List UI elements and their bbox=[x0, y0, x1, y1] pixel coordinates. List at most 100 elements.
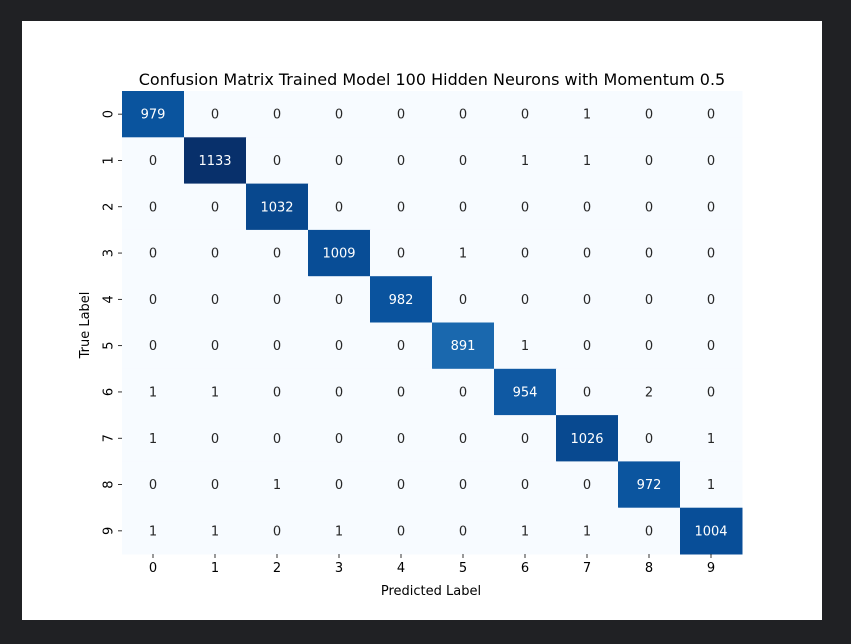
heatmap-cell bbox=[308, 415, 371, 462]
heatmap-cell bbox=[370, 461, 433, 509]
cell-value-label: 1 bbox=[707, 478, 715, 493]
cell-value-label: 0 bbox=[397, 154, 405, 169]
heatmap-cell bbox=[432, 507, 495, 555]
x-tick-label: 2 bbox=[273, 561, 281, 576]
cell-value-label: 0 bbox=[335, 385, 343, 400]
heatmap-cell bbox=[308, 183, 371, 231]
heatmap-cell bbox=[122, 229, 185, 277]
cell-value-label: 0 bbox=[521, 478, 529, 493]
y-tick-label: 1 bbox=[102, 156, 117, 164]
cell-value-label: 0 bbox=[211, 200, 219, 215]
x-axis-label: Predicted Label bbox=[381, 584, 481, 599]
cell-value-label: 0 bbox=[645, 524, 653, 539]
heatmap-cell bbox=[184, 415, 247, 462]
chart-title: Confusion Matrix Trained Model 100 Hidde… bbox=[139, 70, 725, 89]
cell-value-label: 0 bbox=[645, 154, 653, 169]
y-axis-label: True Label bbox=[78, 292, 93, 360]
y-tick-label: 0 bbox=[102, 110, 117, 118]
x-tick-label: 9 bbox=[707, 561, 715, 576]
cell-value-label: 0 bbox=[149, 154, 157, 169]
cell-value-label: 0 bbox=[645, 339, 653, 354]
heatmap-cell bbox=[494, 91, 557, 138]
heatmap-cell bbox=[556, 507, 619, 555]
x-tick-label: 4 bbox=[397, 561, 405, 576]
heatmap-cell bbox=[618, 229, 681, 277]
heatmap-cell bbox=[432, 415, 495, 462]
heatmap-cell bbox=[432, 91, 495, 138]
heatmap-cell bbox=[556, 91, 619, 138]
x-tick-label: 7 bbox=[583, 561, 591, 576]
cell-value-label: 0 bbox=[397, 432, 405, 447]
heatmap-cell bbox=[184, 368, 247, 416]
cell-value-label: 0 bbox=[583, 339, 591, 354]
heatmap-cell bbox=[494, 507, 557, 555]
heatmap-cell bbox=[370, 322, 433, 370]
heatmap-cell bbox=[432, 368, 495, 416]
cell-value-label: 0 bbox=[459, 478, 467, 493]
cell-value-label: 0 bbox=[707, 339, 715, 354]
cell-value-label: 0 bbox=[335, 293, 343, 308]
cell-value-label: 0 bbox=[397, 478, 405, 493]
heatmap-cell bbox=[432, 183, 495, 231]
cell-value-label: 0 bbox=[459, 293, 467, 308]
y-tick-label: 3 bbox=[102, 249, 117, 257]
cell-value-label: 0 bbox=[521, 200, 529, 215]
heatmap-cell bbox=[680, 183, 743, 231]
cell-value-label: 0 bbox=[273, 339, 281, 354]
cell-value-label: 0 bbox=[211, 339, 219, 354]
cell-value-label: 0 bbox=[707, 200, 715, 215]
cell-value-label: 1 bbox=[211, 385, 219, 400]
heatmap-cell bbox=[246, 229, 309, 277]
cell-value-label: 0 bbox=[459, 154, 467, 169]
heatmap-cell bbox=[618, 368, 681, 416]
heatmap-cell bbox=[370, 415, 433, 462]
heatmap-cell bbox=[556, 415, 619, 462]
y-tick-label: 5 bbox=[102, 342, 117, 350]
cell-value-label: 979 bbox=[141, 108, 166, 123]
cell-value-label: 982 bbox=[389, 293, 414, 308]
heatmap-cell bbox=[370, 276, 433, 323]
heatmap-cell bbox=[680, 461, 743, 509]
y-tick-label: 7 bbox=[102, 434, 117, 442]
cell-value-label: 0 bbox=[707, 154, 715, 169]
x-axis-ticks: 0 1 2 3 4 5 6 7 8 9 bbox=[149, 554, 715, 576]
heatmap-cell bbox=[494, 415, 557, 462]
figure: Confusion Matrix Trained Model 100 Hidde… bbox=[22, 21, 822, 620]
cell-value-label: 0 bbox=[397, 339, 405, 354]
y-tick-label: 4 bbox=[102, 295, 117, 303]
heatmap-cell bbox=[184, 507, 247, 555]
heatmap-cell bbox=[370, 507, 433, 555]
heatmap-cell bbox=[122, 322, 185, 370]
cell-value-label: 0 bbox=[645, 108, 653, 123]
x-tick-label: 0 bbox=[149, 561, 157, 576]
cell-value-label: 0 bbox=[583, 385, 591, 400]
cell-value-label: 1 bbox=[149, 385, 157, 400]
heatmap-cell bbox=[122, 507, 185, 555]
cell-value-label: 0 bbox=[273, 524, 281, 539]
heatmap-cell bbox=[308, 229, 371, 277]
cell-value-label: 0 bbox=[459, 108, 467, 123]
heatmap-annotations: 979 0 0 0 0 0 0 1 0 0 0 1133 0 0 0 0 1 1 0 0 0 0 1032 0 0 0 0 0 0 0 0 0… bbox=[141, 108, 728, 540]
cell-value-label: 891 bbox=[451, 339, 476, 354]
heatmap-cell bbox=[432, 461, 495, 509]
heatmap-cell bbox=[680, 322, 743, 370]
heatmap-cell bbox=[494, 276, 557, 323]
heatmap-cell bbox=[184, 183, 247, 231]
cell-value-label: 0 bbox=[149, 200, 157, 215]
heatmap-cell bbox=[122, 91, 185, 138]
cell-value-label: 0 bbox=[521, 247, 529, 262]
heatmap-cell bbox=[680, 415, 743, 462]
heatmap-cell bbox=[494, 137, 557, 185]
heatmap-cell bbox=[184, 137, 247, 185]
cell-value-label: 0 bbox=[211, 108, 219, 123]
cell-value-label: 0 bbox=[459, 432, 467, 447]
cell-value-label: 0 bbox=[397, 524, 405, 539]
cell-value-label: 0 bbox=[335, 154, 343, 169]
heatmap-cell bbox=[184, 461, 247, 509]
cell-value-label: 1 bbox=[521, 339, 529, 354]
cell-value-label: 0 bbox=[645, 293, 653, 308]
cell-value-label: 0 bbox=[397, 200, 405, 215]
cell-value-label: 0 bbox=[273, 247, 281, 262]
heatmap-cell bbox=[556, 183, 619, 231]
cell-value-label: 0 bbox=[273, 385, 281, 400]
